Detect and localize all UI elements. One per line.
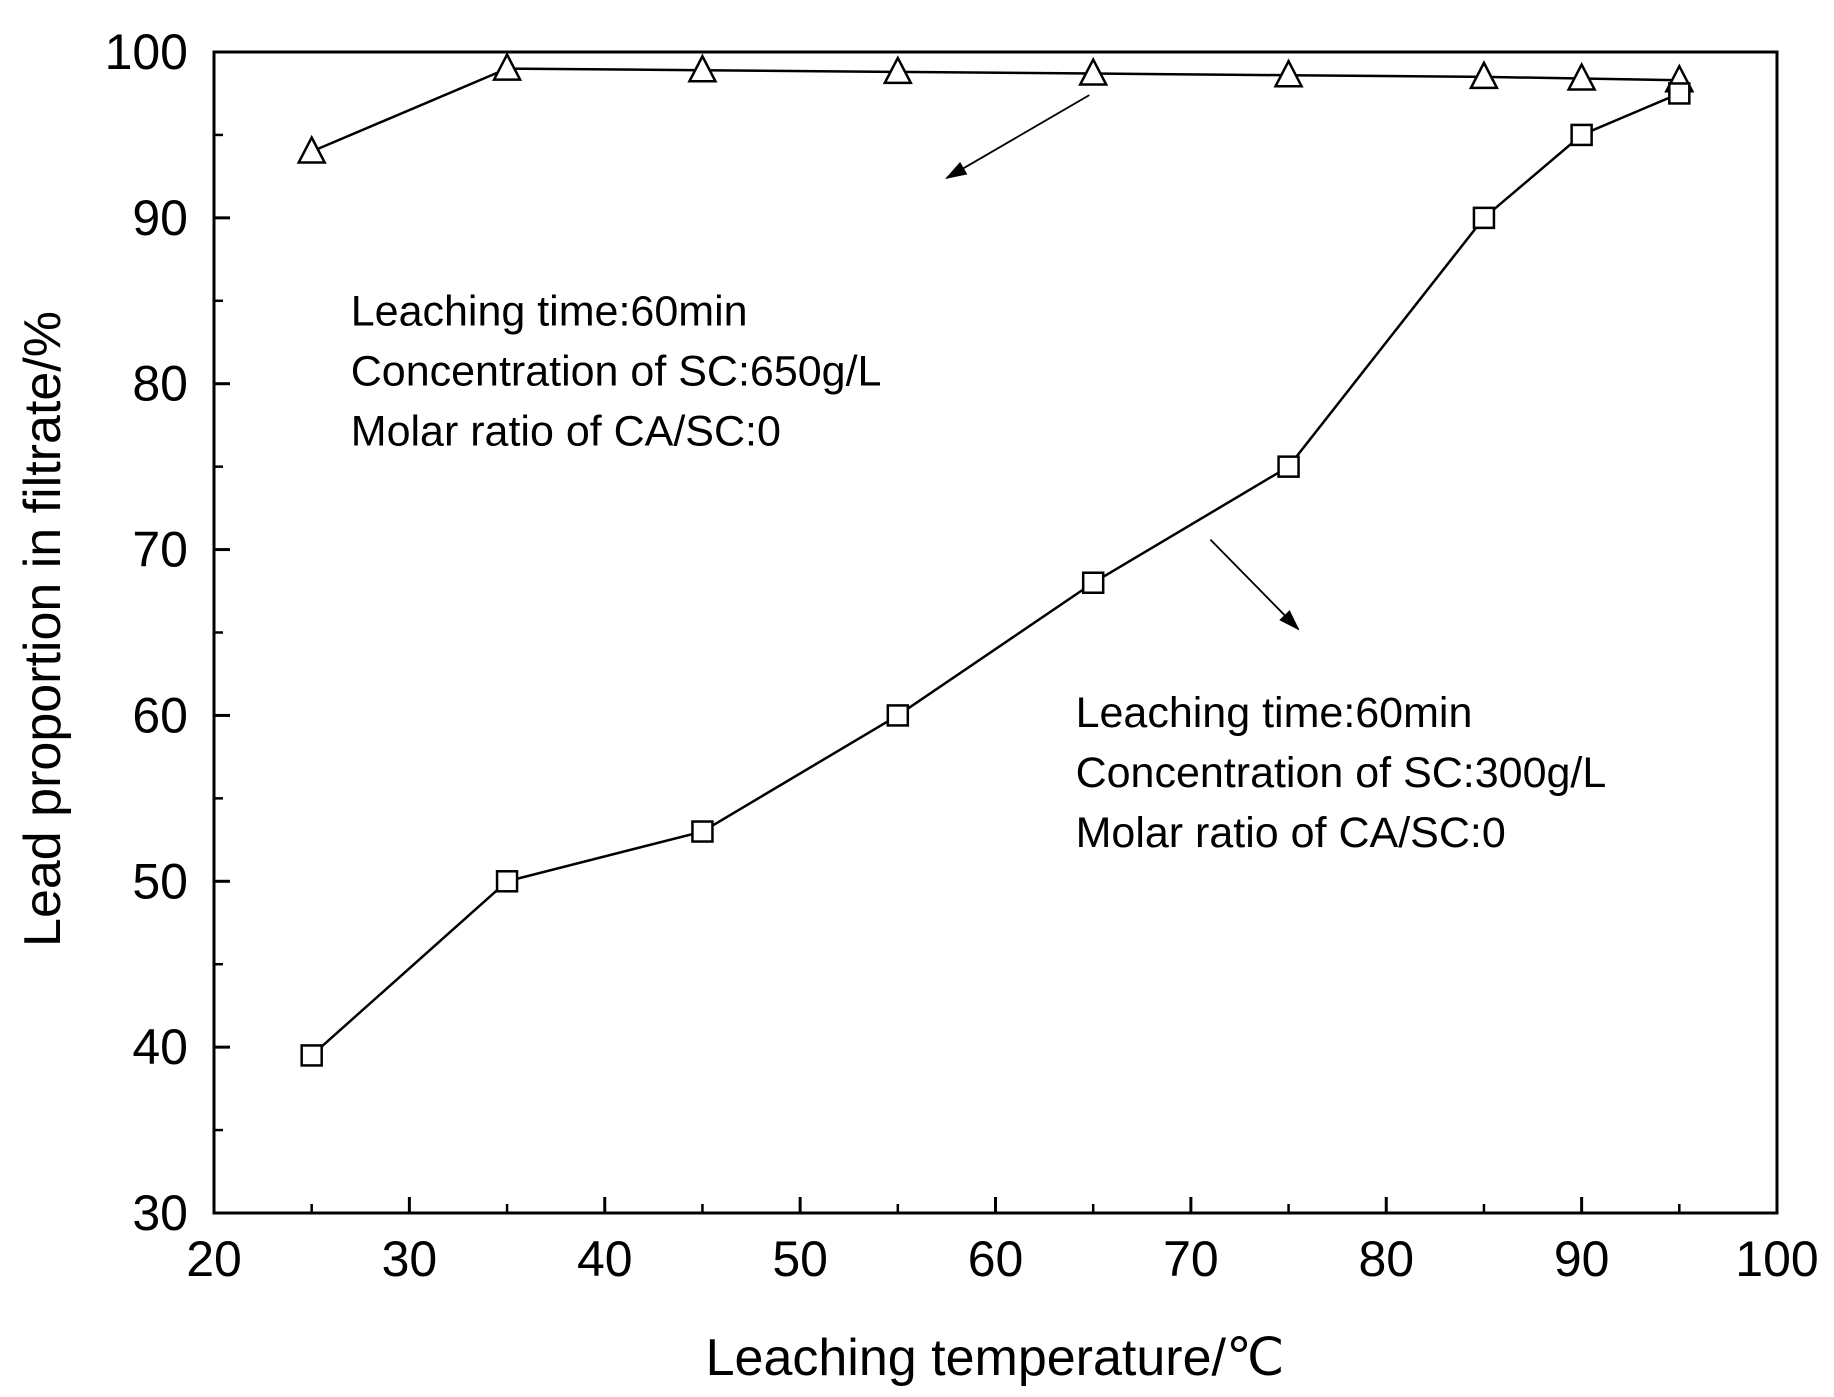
y-tick-label: 100	[105, 24, 188, 80]
data-point-triangle	[492, 51, 523, 81]
data-point-square	[1570, 123, 1593, 147]
data-point-square	[1277, 455, 1300, 478]
x-tick-label: 70	[1163, 1231, 1219, 1287]
annotations: Leaching time:60min Concentration of SC:6…	[351, 94, 1607, 857]
x-tick-label: 80	[1358, 1231, 1414, 1287]
series-square	[300, 82, 1691, 1067]
annotation-arrow	[945, 94, 1090, 179]
series-group	[296, 51, 1695, 1067]
data-point-triangle	[1273, 58, 1304, 88]
x-axis-title: Leaching temperature/℃	[706, 1329, 1285, 1387]
data-point-square	[886, 704, 910, 727]
data-point-square	[495, 870, 519, 893]
x-tick-label: 30	[382, 1231, 438, 1287]
data-point-square	[300, 1044, 323, 1067]
series-line	[310, 92, 1680, 1057]
y-axis-title: Lead proportion in filtrate/%	[14, 311, 72, 947]
data-point-triangle	[1566, 61, 1597, 91]
data-point-triangle	[882, 55, 913, 85]
plot-frame	[212, 50, 1779, 1215]
x-tick-label: 100	[1735, 1231, 1818, 1287]
annotation-1: Leaching time:60min Concentration of SC:6…	[351, 94, 1090, 456]
data-point-square	[691, 820, 714, 843]
y-tick-label: 50	[132, 853, 188, 909]
y-tick-label: 30	[132, 1185, 188, 1241]
data-point-triangle	[1468, 60, 1499, 90]
y-tick-label: 90	[132, 190, 188, 246]
x-tick-label: 90	[1554, 1231, 1610, 1287]
plot-area	[212, 50, 1779, 1215]
data-point-triangle	[687, 53, 718, 83]
x-tick-label: 60	[968, 1231, 1024, 1287]
data-point-triangle	[296, 134, 327, 164]
x-tick-label: 40	[577, 1231, 633, 1287]
annotation-2: Leaching time:60min Concentration of SC:3…	[1076, 538, 1607, 857]
data-point-square	[1081, 571, 1105, 594]
annotation-line: Concentration of SC:650g/L	[351, 348, 882, 396]
y-tick-label: 40	[132, 1019, 188, 1075]
annotation-line: Leaching time:60min	[351, 288, 748, 336]
series-triangle	[296, 51, 1695, 164]
data-point-square	[1472, 206, 1496, 230]
data-point-triangle	[1078, 56, 1109, 86]
annotation-arrow	[1209, 538, 1300, 631]
annotation-line: Leaching time:60min	[1076, 689, 1473, 737]
annotation-line: Molar ratio of CA/SC:0	[351, 408, 781, 456]
y-tick-label: 80	[132, 356, 188, 412]
annotation-line: Molar ratio of CA/SC:0	[1076, 809, 1506, 857]
x-tick-label: 20	[186, 1231, 242, 1287]
data-point-square	[1668, 82, 1691, 105]
annotation-line: Concentration of SC:300g/L	[1076, 749, 1607, 797]
axis-ticks	[212, 50, 1779, 1215]
y-tick-label: 60	[132, 687, 188, 743]
y-tick-label: 70	[132, 522, 188, 578]
x-tick-label: 50	[772, 1231, 828, 1287]
